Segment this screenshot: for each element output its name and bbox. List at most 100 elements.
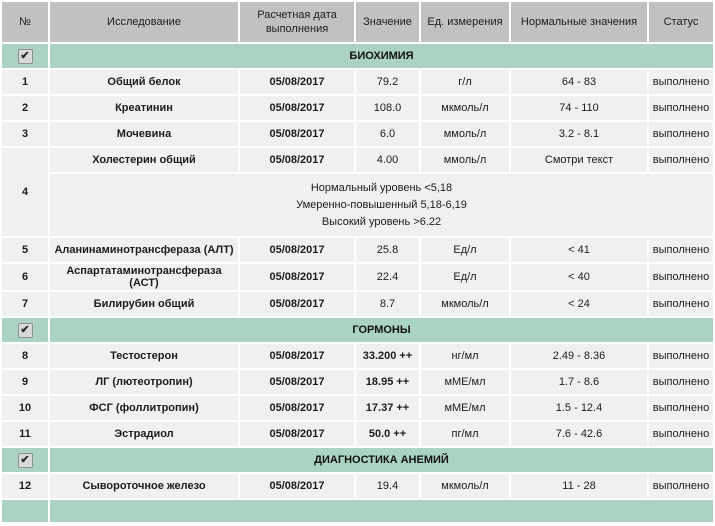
cell-status: выполнено: [649, 264, 713, 290]
cell-norm: 11 - 28: [511, 474, 647, 498]
cell-status: выполнено: [649, 292, 713, 316]
table-row: 6 Аспартатаминотрансфераза (АСТ) 05/08/2…: [2, 264, 713, 290]
cell-value: 6.0: [356, 122, 419, 146]
table-row: 3 Мочевина 05/08/2017 6.0 ммоль/л 3.2 - …: [2, 122, 713, 146]
cell-num: 4: [2, 148, 48, 236]
cell-date: 05/08/2017: [240, 344, 354, 368]
cell-num: 7: [2, 292, 48, 316]
table-row: 5 Аланинаминотрансфераза (АЛТ) 05/08/201…: [2, 238, 713, 262]
cell-num: 3: [2, 122, 48, 146]
cell-num: 2: [2, 96, 48, 120]
cell-unit: мкмоль/л: [421, 474, 509, 498]
comment-row: Нормальный уровень <5,18 Умеренно-повыше…: [2, 174, 713, 236]
cell-test-name: ФСГ (фоллитропин): [50, 396, 238, 420]
section-row-biochemistry: ✔ БИОХИМИЯ: [2, 44, 713, 68]
cell-test-name: Аспартатаминотрансфераза (АСТ): [50, 264, 238, 290]
cell-unit: мМЕ/мл: [421, 396, 509, 420]
cell-unit: г/л: [421, 70, 509, 94]
section-checkbox[interactable]: ✔: [17, 322, 33, 338]
table-row: 2 Креатинин 05/08/2017 108.0 мкмоль/л 74…: [2, 96, 713, 120]
col-header-date: Расчетная дата выполнения: [240, 2, 354, 42]
cell-unit: Ед/л: [421, 238, 509, 262]
cell-unit: мМЕ/мл: [421, 370, 509, 394]
cell-unit: ммоль/л: [421, 148, 509, 172]
section-checkbox[interactable]: ✔: [17, 48, 33, 64]
cell-status: выполнено: [649, 344, 713, 368]
cell-norm: 2.49 - 8.36: [511, 344, 647, 368]
cell-test-name: Мочевина: [50, 122, 238, 146]
table-row: 9 ЛГ (лютеотропин) 05/08/2017 18.95 ++ м…: [2, 370, 713, 394]
table-row: 8 Тестостерон 05/08/2017 33.200 ++ нг/мл…: [2, 344, 713, 368]
cell-test-name: Эстрадиол: [50, 422, 238, 446]
cell-value: 4.00: [356, 148, 419, 172]
table-row: 7 Билирубин общий 05/08/2017 8.7 мкмоль/…: [2, 292, 713, 316]
cell-unit: мкмоль/л: [421, 292, 509, 316]
cell-status: выполнено: [649, 238, 713, 262]
table-row: 10 ФСГ (фоллитропин) 05/08/2017 17.37 ++…: [2, 396, 713, 420]
cell-test-name: Тестостерон: [50, 344, 238, 368]
cell-status: выполнено: [649, 370, 713, 394]
section-title: БИОХИМИЯ: [50, 44, 713, 68]
cell-unit: нг/мл: [421, 344, 509, 368]
section-row-anemia: ✔ ДИАГНОСТИКА АНЕМИЙ: [2, 448, 713, 472]
cell-date: 05/08/2017: [240, 396, 354, 420]
cell-test-name: Сывороточное железо: [50, 474, 238, 498]
cell-status: выполнено: [649, 96, 713, 120]
cell-date: 05/08/2017: [240, 96, 354, 120]
cell-date: 05/08/2017: [240, 148, 354, 172]
cell-norm: 1.5 - 12.4: [511, 396, 647, 420]
cell-date: 05/08/2017: [240, 122, 354, 146]
cell-value: 33.200 ++: [356, 344, 419, 368]
table-row: 4 Холестерин общий 05/08/2017 4.00 ммоль…: [2, 148, 713, 236]
comment-line: Высокий уровень >6.22: [321, 215, 442, 228]
cell-norm: 3.2 - 8.1: [511, 122, 647, 146]
cell-num: 9: [2, 370, 48, 394]
cell-test-name: Аланинаминотрансфераза (АЛТ): [50, 238, 238, 262]
cell-date: 05/08/2017: [240, 422, 354, 446]
section-band-cutoff: [2, 500, 713, 522]
col-header-test: Исследование: [50, 2, 238, 42]
header-row: № Исследование Расчетная дата выполнения…: [2, 2, 713, 42]
section-title: ДИАГНОСТИКА АНЕМИЙ: [50, 448, 713, 472]
cell-status: выполнено: [649, 396, 713, 420]
cell-norm: 74 - 110: [511, 96, 647, 120]
cell-num: 1: [2, 70, 48, 94]
cell-date: 05/08/2017: [240, 474, 354, 498]
cell-date: 05/08/2017: [240, 70, 354, 94]
cell-num: 8: [2, 344, 48, 368]
cell-test-name: Билирубин общий: [50, 292, 238, 316]
col-header-norm: Нормальные значения: [511, 2, 647, 42]
cell-status: выполнено: [649, 70, 713, 94]
cell-status: выполнено: [649, 148, 713, 172]
cell-num: 6: [2, 264, 48, 290]
cell-value: 79.2: [356, 70, 419, 94]
cell-status: выполнено: [649, 474, 713, 498]
cell-unit: пг/мл: [421, 422, 509, 446]
cell-status: выполнено: [649, 122, 713, 146]
comment-line: Умеренно-повышенный 5,18-6,19: [296, 198, 467, 211]
cell-num: 11: [2, 422, 48, 446]
cell-norm: Смотри текст: [511, 148, 647, 172]
table-row: 1 Общий белок 05/08/2017 79.2 г/л 64 - 8…: [2, 70, 713, 94]
table-row: 12 Сывороточное железо 05/08/2017 19.4 м…: [2, 474, 713, 498]
cell-date: 05/08/2017: [240, 264, 354, 290]
cell-date: 05/08/2017: [240, 292, 354, 316]
cell-date: 05/08/2017: [240, 238, 354, 262]
cell-num: 5: [2, 238, 48, 262]
col-header-number: №: [2, 2, 48, 42]
cell-test-name: Холестерин общий: [50, 148, 238, 172]
cell-value: 108.0: [356, 96, 419, 120]
comment-cell: Нормальный уровень <5,18 Умеренно-повыше…: [50, 174, 713, 236]
comment-line: Нормальный уровень <5,18: [310, 181, 453, 194]
cell-value: 25.8: [356, 238, 419, 262]
col-header-status: Статус: [649, 2, 713, 42]
cell-unit: ммоль/л: [421, 122, 509, 146]
table-row: 11 Эстрадиол 05/08/2017 50.0 ++ пг/мл 7.…: [2, 422, 713, 446]
col-header-value: Значение: [356, 2, 419, 42]
cell-value: 17.37 ++: [356, 396, 419, 420]
cell-value: 8.7: [356, 292, 419, 316]
cell-norm: < 40: [511, 264, 647, 290]
cell-status: выполнено: [649, 422, 713, 446]
section-checkbox[interactable]: ✔: [17, 452, 33, 468]
